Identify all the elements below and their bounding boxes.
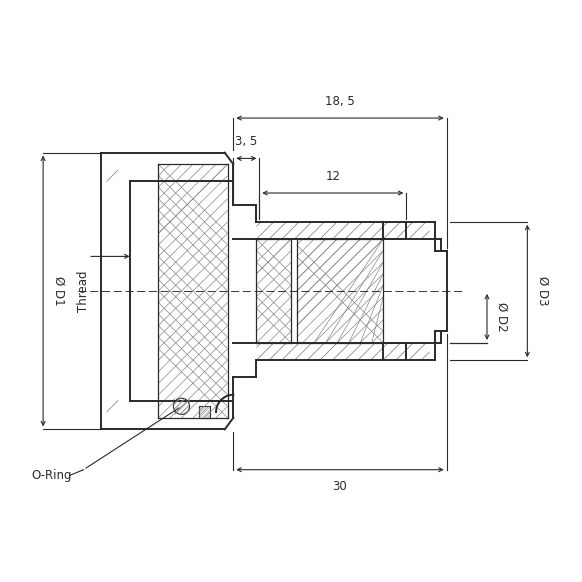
Text: 30: 30 (333, 480, 347, 493)
Bar (199, 406, 210, 418)
Text: O-Ring: O-Ring (31, 469, 72, 482)
Text: Ø D2: Ø D2 (496, 302, 509, 332)
Text: 3, 5: 3, 5 (235, 135, 257, 148)
Text: 18, 5: 18, 5 (325, 95, 355, 108)
Text: Ø D3: Ø D3 (536, 276, 549, 306)
Text: Thread: Thread (77, 270, 90, 312)
Text: 12: 12 (325, 169, 340, 183)
Text: Ø D1: Ø D1 (52, 276, 65, 306)
